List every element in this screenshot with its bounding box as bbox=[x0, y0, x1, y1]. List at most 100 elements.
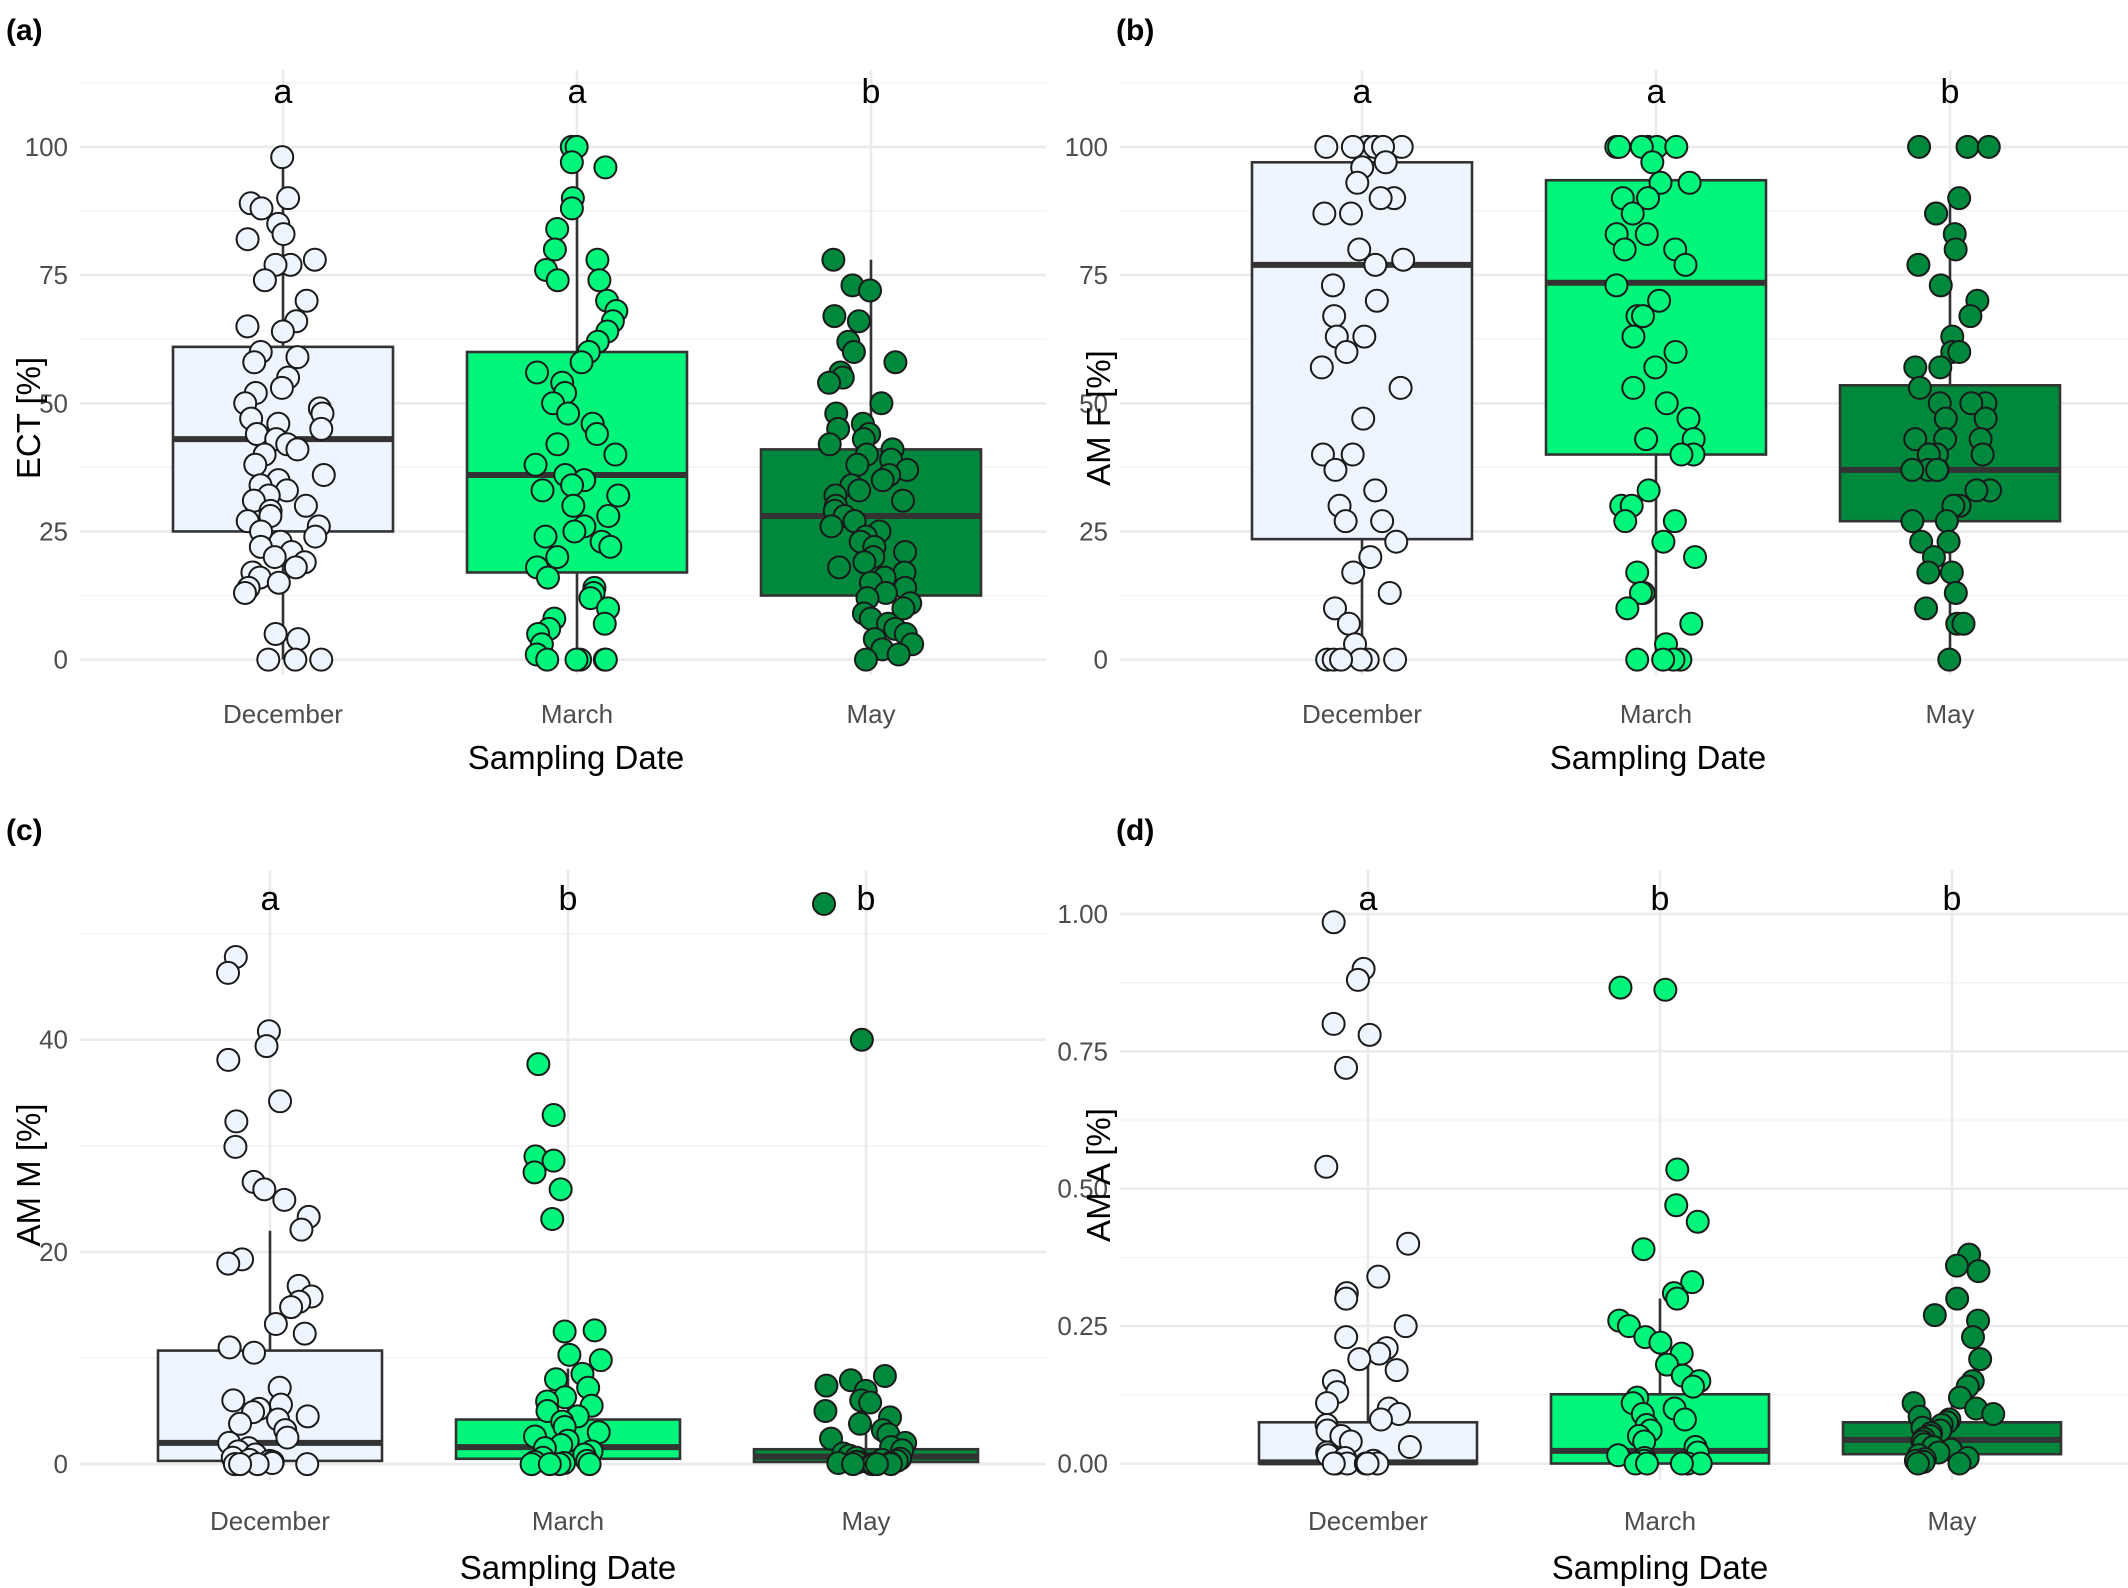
panel-a-data-point bbox=[545, 545, 570, 570]
panel-d-y-tick-label: 1.00 bbox=[1057, 899, 1108, 929]
panel-d-x-axis-title: Sampling Date bbox=[1552, 1549, 1768, 1586]
panel-d-x-tick-label: December bbox=[1308, 1506, 1428, 1536]
panel-a-data-point bbox=[858, 278, 883, 303]
panel-c-data-point bbox=[588, 1348, 613, 1373]
panel-b-data-point bbox=[1669, 442, 1694, 467]
panel-b-data-point bbox=[1909, 529, 1934, 554]
panel-b-data-point bbox=[1334, 339, 1359, 364]
panel-b-x-tick-label: December bbox=[1302, 699, 1422, 729]
panel-b-data-point bbox=[1907, 134, 1932, 159]
panel-b-data-point bbox=[1323, 457, 1348, 482]
panel-c-data-point bbox=[252, 1177, 277, 1202]
panel-b-data-point bbox=[1903, 427, 1928, 452]
panel-b-data-point bbox=[1358, 545, 1383, 570]
panel-b-significance-letter: a bbox=[1647, 73, 1666, 111]
panel-b-data-point bbox=[1933, 406, 1958, 431]
panel-d-data-point bbox=[1966, 1259, 1991, 1284]
panel-a-data-point bbox=[598, 534, 623, 559]
panel-b-data-point bbox=[1951, 611, 1976, 636]
panel-a-data-point bbox=[249, 196, 274, 221]
panel-a-data-point bbox=[817, 370, 842, 395]
panel-a-data-point bbox=[569, 350, 594, 375]
panel-a-data-point bbox=[853, 647, 878, 672]
panel-a-significance-letter: a bbox=[274, 73, 293, 111]
panel-a-data-point bbox=[891, 596, 916, 621]
panel-c-data-point bbox=[217, 1335, 242, 1360]
panel-b-data-point bbox=[1352, 324, 1377, 349]
panel-b-y-tick-label: 100 bbox=[1065, 132, 1108, 162]
panel-a-y-tick-label: 75 bbox=[39, 260, 68, 290]
panel-a-data-point bbox=[271, 222, 296, 247]
panel-b-data-point bbox=[1309, 355, 1334, 380]
panel-a-data-point bbox=[564, 647, 589, 672]
panel-c-data-point bbox=[849, 1027, 874, 1052]
panel-d-data-point bbox=[1334, 1055, 1359, 1080]
panel-b-data-point bbox=[1333, 509, 1358, 534]
panel-a-data-point bbox=[235, 314, 260, 339]
panel-a-data-point bbox=[584, 422, 609, 447]
panel-a-data-point bbox=[535, 565, 560, 590]
panel-c-data-point bbox=[541, 1148, 566, 1173]
panel-d-data-point bbox=[1393, 1314, 1418, 1339]
panel-b-data-point bbox=[1340, 134, 1365, 159]
panel-b-data-point bbox=[1625, 560, 1650, 585]
panel-a-x-axis-title: Sampling Date bbox=[468, 739, 684, 776]
panel-c-data-point bbox=[548, 1177, 573, 1202]
panel-b-data-point bbox=[1363, 252, 1388, 277]
panel-a-data-point bbox=[262, 545, 287, 570]
panel-d-data-point bbox=[1355, 1451, 1380, 1476]
panel-b-data-point bbox=[1384, 529, 1409, 554]
panel-c-y-tick-label: 20 bbox=[39, 1237, 68, 1267]
panel-b-data-point bbox=[1943, 237, 1968, 262]
panel-a-data-point bbox=[559, 196, 584, 221]
panel-a-y-axis-title: ECT [%] bbox=[10, 357, 47, 479]
panel-a-data-point bbox=[283, 647, 308, 672]
panel-b-data-point bbox=[1314, 134, 1339, 159]
panel-d-data-point bbox=[1314, 1154, 1339, 1179]
panel-c-data-point bbox=[864, 1452, 889, 1477]
panel-d-y-tick-label: 0.50 bbox=[1057, 1174, 1108, 1204]
panel-a-data-point bbox=[266, 570, 291, 595]
panel-c-data-point bbox=[540, 1207, 565, 1232]
panel-d-data-point bbox=[1367, 1341, 1392, 1366]
panel-b-data-point bbox=[1338, 201, 1363, 226]
panel-d-significance-letter: a bbox=[1359, 880, 1378, 918]
panel-d-data-point bbox=[1334, 1286, 1359, 1311]
panel-b-data-point bbox=[1643, 355, 1668, 380]
panel-b-data-point bbox=[1341, 560, 1366, 585]
panel-b-data-point bbox=[1340, 442, 1365, 467]
panel-d-y-axis-title: AM A [%] bbox=[1080, 1108, 1117, 1242]
panel-b-data-point bbox=[1640, 150, 1665, 175]
panel-d-significance-letter: b bbox=[1651, 880, 1670, 918]
panel-a-significance-letter: b bbox=[862, 73, 881, 111]
panel-a-data-point bbox=[309, 647, 334, 672]
panel-a-data-point bbox=[596, 504, 621, 529]
panel-c-data-point bbox=[223, 1134, 248, 1159]
panel-b-data-point bbox=[1907, 375, 1932, 400]
panel-a-data-point bbox=[560, 473, 585, 498]
panel-b-data-point bbox=[1955, 134, 1980, 159]
panel-d-data-point bbox=[1648, 1330, 1673, 1355]
panel-b-data-point bbox=[1679, 611, 1704, 636]
panel-a-data-point bbox=[869, 391, 894, 416]
panel-a-data-point bbox=[294, 288, 319, 313]
panel-b-data-point bbox=[1634, 427, 1659, 452]
panel-c-data-point bbox=[216, 960, 241, 985]
panel-c-y-tick-label: 0 bbox=[54, 1449, 68, 1479]
panel-d-data-point bbox=[1384, 1358, 1409, 1383]
panel-c-data-point bbox=[557, 1342, 582, 1367]
panel-b-data-point bbox=[1621, 324, 1646, 349]
panel-b-data-point bbox=[1937, 647, 1962, 672]
panel-d-label: (d) bbox=[1116, 814, 1154, 847]
panel-b-data-point bbox=[1970, 442, 1995, 467]
panel-a-data-point bbox=[559, 150, 584, 175]
panel-b-y-tick-label: 75 bbox=[1079, 260, 1108, 290]
panel-c-data-point bbox=[814, 1373, 839, 1398]
panel-c-data-point bbox=[577, 1452, 602, 1477]
panel-d-data-point bbox=[1653, 977, 1678, 1002]
panel-a-label: (a) bbox=[6, 14, 43, 47]
panel-a-data-point bbox=[603, 442, 628, 467]
panel-a-data-point bbox=[270, 145, 295, 170]
panel-d-data-point bbox=[1905, 1451, 1930, 1476]
panel-a-data-point bbox=[893, 539, 918, 564]
